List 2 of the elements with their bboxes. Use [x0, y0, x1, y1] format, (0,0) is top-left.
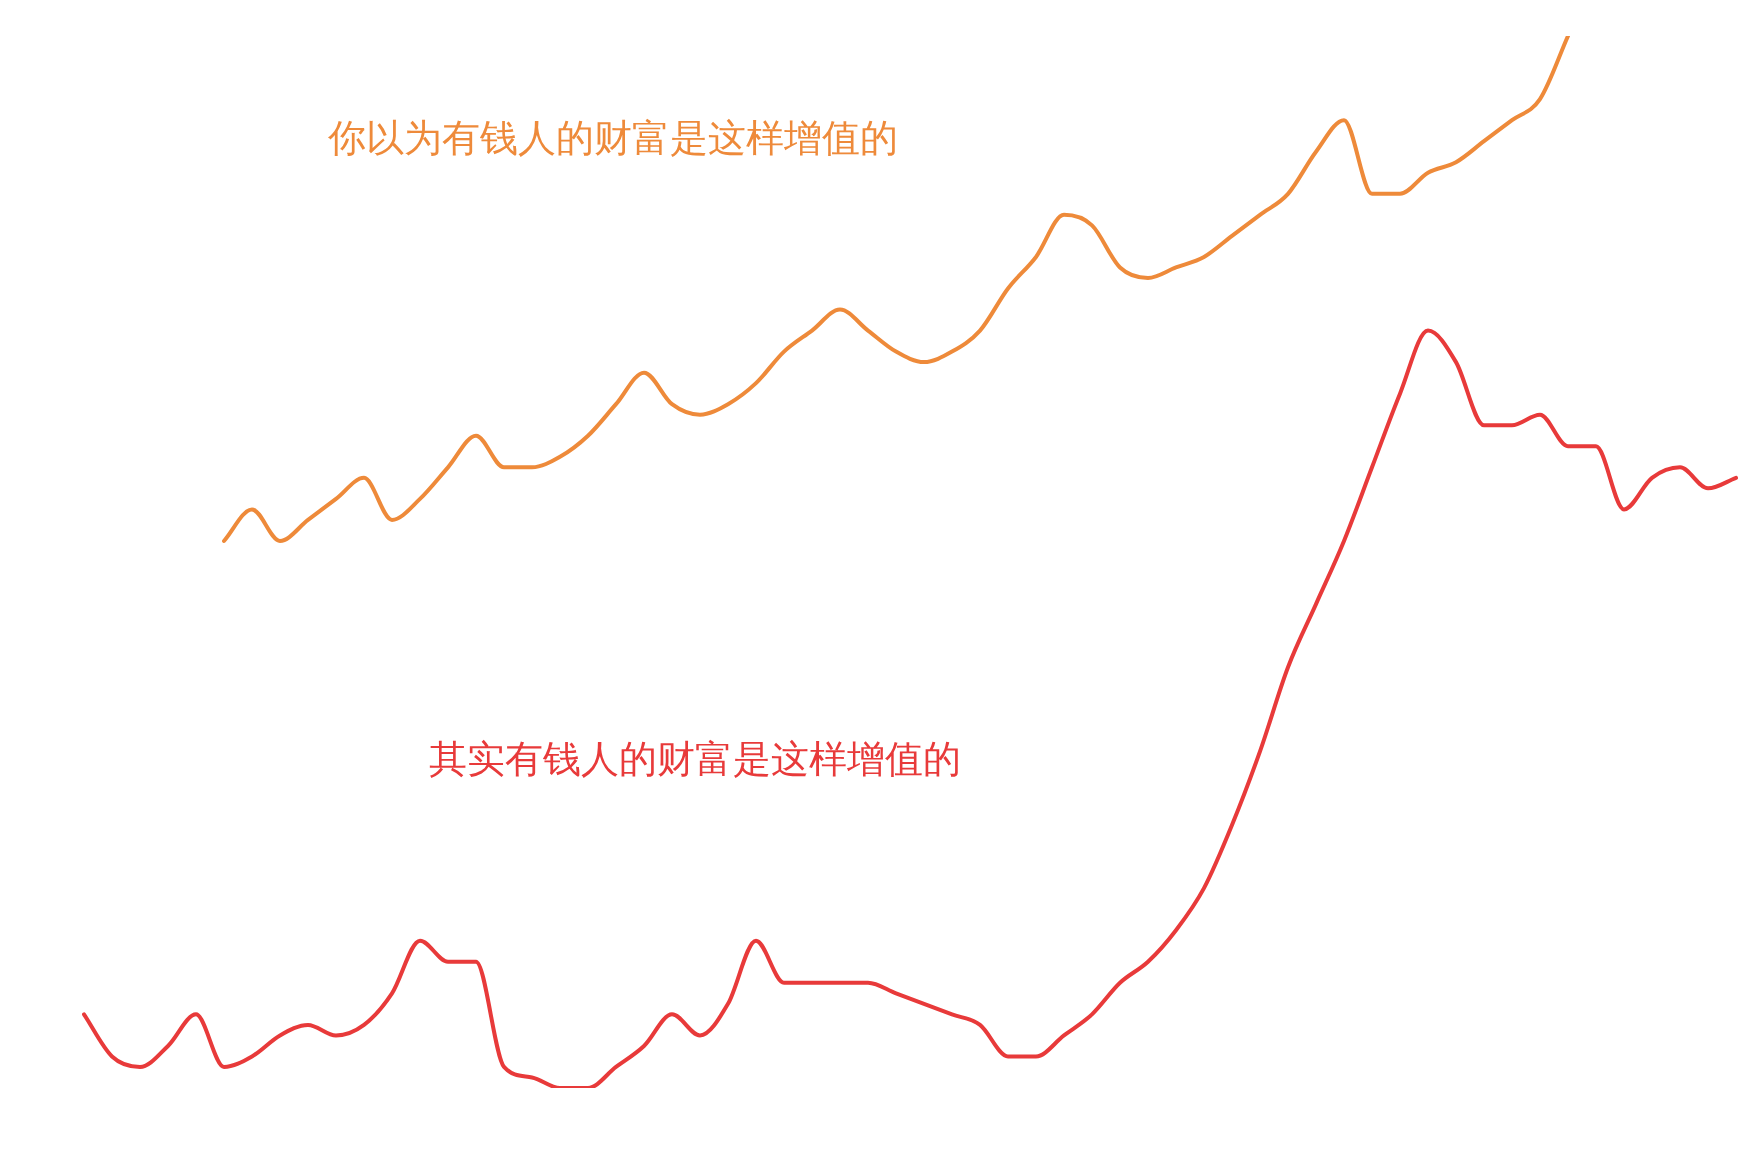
text: 其实有钱人的财富是这样增值的 [429, 736, 962, 781]
text: 你以为有钱人的财富是这样增值的 [326, 116, 898, 161]
